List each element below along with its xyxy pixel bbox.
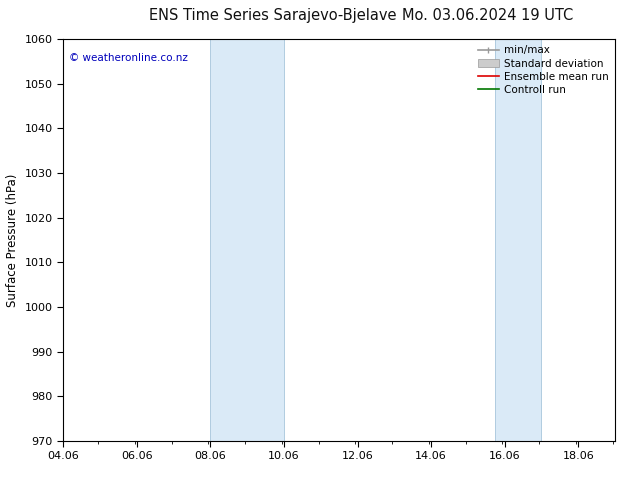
Bar bbox=[496, 39, 541, 441]
Legend: min/max, Standard deviation, Ensemble mean run, Controll run: min/max, Standard deviation, Ensemble me… bbox=[474, 41, 613, 99]
Text: ENS Time Series Sarajevo-Bjelave: ENS Time Series Sarajevo-Bjelave bbox=[149, 8, 397, 23]
Text: Mo. 03.06.2024 19 UTC: Mo. 03.06.2024 19 UTC bbox=[403, 8, 574, 23]
Text: © weatheronline.co.nz: © weatheronline.co.nz bbox=[69, 53, 188, 63]
Bar bbox=[210, 39, 284, 441]
Y-axis label: Surface Pressure (hPa): Surface Pressure (hPa) bbox=[6, 173, 19, 307]
